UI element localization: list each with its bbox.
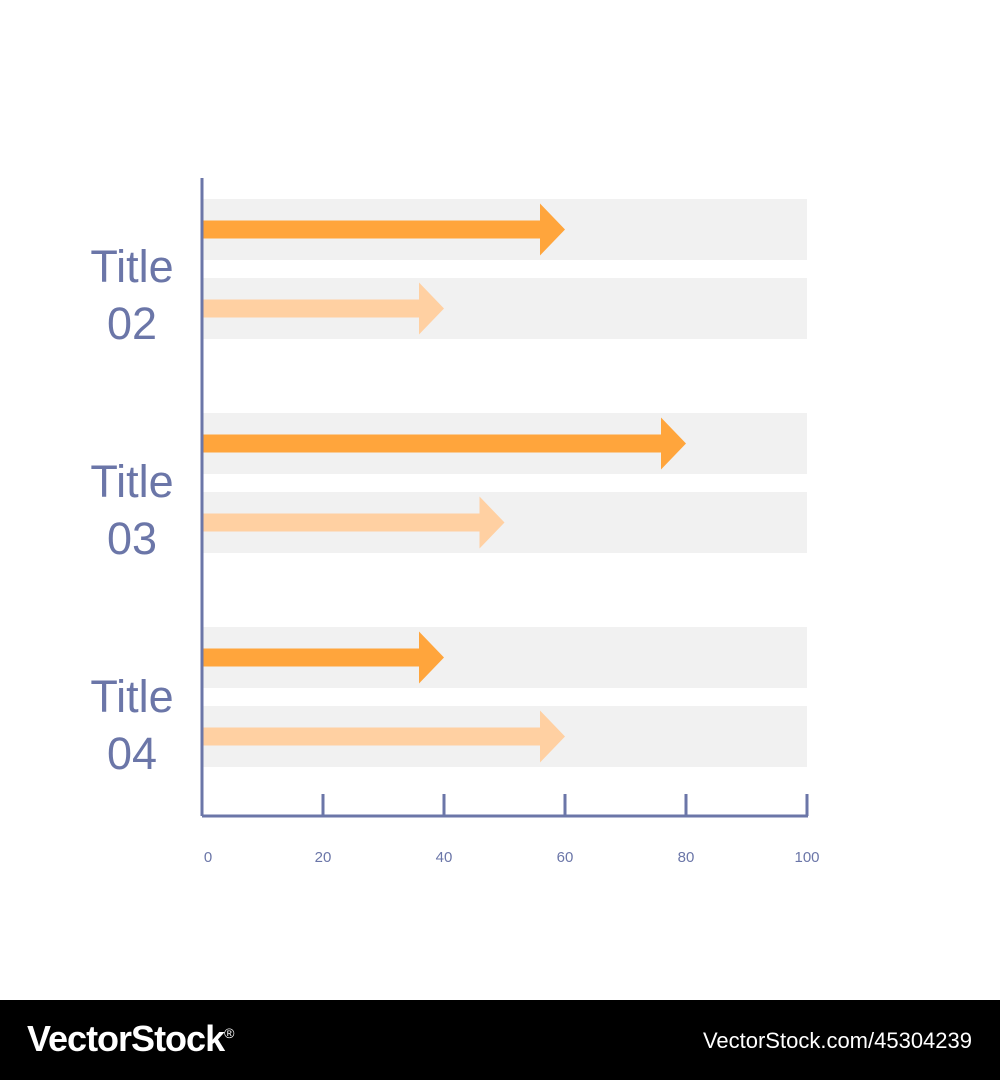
arrow-bar bbox=[202, 631, 444, 684]
chart-area: Title 02 Title 03 Title 04 0 20 40 60 80 100 bbox=[90, 178, 820, 866]
category-label: Title 02 bbox=[90, 241, 174, 349]
arrow-bar bbox=[202, 710, 565, 763]
arrow-bar bbox=[202, 282, 444, 335]
arrow-bar bbox=[202, 496, 505, 549]
image-id: VectorStock.com/45304239 bbox=[702, 1028, 972, 1053]
category-label: Title 04 bbox=[90, 671, 174, 779]
bar-chart bbox=[200, 178, 809, 818]
x-tick-label: 60 bbox=[556, 849, 574, 866]
arrow-bar bbox=[202, 203, 565, 256]
footer-bar: VectorStock® VectorStock.com/45304239 bbox=[0, 1000, 1000, 1080]
brand-logo: VectorStock® bbox=[27, 1018, 234, 1059]
x-tick-label: 20 bbox=[314, 849, 332, 866]
arrow-bar bbox=[202, 417, 686, 470]
x-tick-label: 40 bbox=[435, 849, 453, 866]
x-tick-label: 100 bbox=[794, 849, 820, 866]
category-label: Title 03 bbox=[90, 456, 174, 564]
x-tick-label: 80 bbox=[677, 849, 695, 866]
x-tick-label: 0 bbox=[203, 849, 213, 866]
